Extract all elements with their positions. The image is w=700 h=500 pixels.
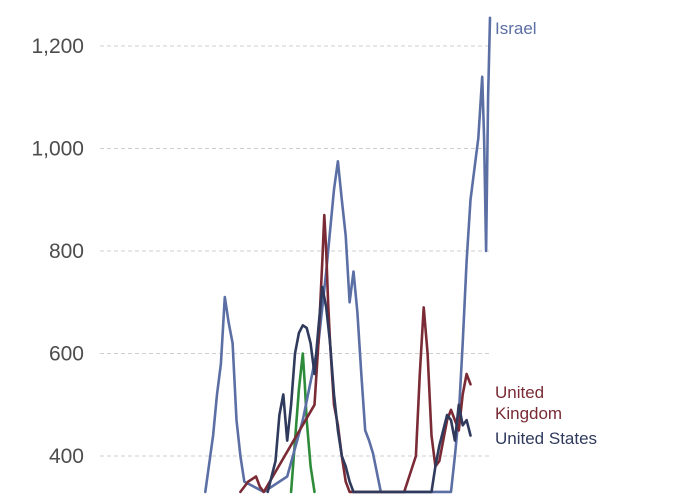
y-tick-label-600: 600 — [49, 343, 84, 366]
series-line-israel — [204, 16, 492, 494]
y-tick-label-1200: 1,200 — [31, 35, 84, 58]
gridlines — [100, 45, 490, 457]
series-label-united-states: United States — [495, 429, 597, 448]
y-tick-label-1000: 1,000 — [31, 138, 84, 161]
series-line-unlabeled — [289, 352, 316, 494]
series-lines — [204, 16, 492, 494]
series-line-united-states — [266, 285, 472, 494]
y-tick-label-800: 800 — [49, 240, 84, 263]
series-label-israel: Israel — [495, 19, 537, 38]
y-axis-tick-labels: 400 600 800 1,000 1,200 — [31, 35, 84, 468]
y-tick-label-400: 400 — [49, 445, 84, 468]
series-line-united-kingdom — [239, 213, 472, 494]
series-label-united-kingdom: United Kingdom — [495, 383, 562, 423]
series-labels: Israel United Kingdom United States — [495, 19, 597, 448]
